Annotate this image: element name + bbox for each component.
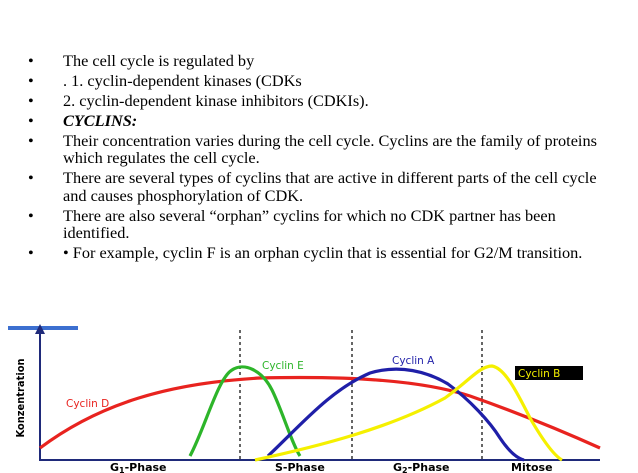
curve-cyclin-e	[188, 365, 302, 457]
bullet-heading-cyclins: CYCLINS:	[63, 111, 138, 130]
phase-label-g1: G1-Phase	[110, 461, 167, 473]
bullet-item: • 2. cyclin-dependent kinase inhibitors …	[28, 91, 618, 110]
label-cyclin-b: Cyclin B	[518, 368, 560, 380]
curve-cyclin-b	[254, 364, 563, 462]
bullet-item: • • For example, cyclin F is an orphan cy…	[28, 243, 618, 263]
bullet-item: • CYCLINS:	[28, 111, 618, 130]
bullet-text: Their concentration varies during the ce…	[63, 131, 597, 168]
bullet-item: • . 1. cyclin-dependent kinases (CDKs	[28, 71, 618, 90]
bullet-dot: •	[28, 168, 34, 188]
cyclin-diagram-svg: Konzentration Cyclin D Cyclin E Cyclin A…	[8, 324, 601, 473]
bullet-dot: •	[28, 91, 34, 110]
curve-cyclin-a	[266, 367, 525, 462]
phase-label-g2: G2-Phase	[393, 461, 450, 473]
bullet-dot: •	[28, 51, 34, 70]
y-axis-arrow-icon	[35, 324, 45, 334]
bullet-text: There are also several “orphan” cyclins …	[63, 205, 556, 243]
bullet-text: . 1. cyclin-dependent kinases (CDKs	[63, 71, 302, 90]
label-cyclin-b-box	[515, 366, 583, 380]
bullet-dot: •	[28, 131, 34, 150]
bullet-text: 2. cyclin-dependent kinase inhibitors (C…	[63, 91, 369, 110]
curve-cyclin-d	[39, 375, 601, 450]
label-cyclin-d: Cyclin D	[66, 398, 109, 410]
accent-bar	[8, 326, 78, 330]
cyclin-concentration-diagram: Konzentration Cyclin D Cyclin E Cyclin A…	[0, 318, 638, 473]
bullet-dot: •	[28, 243, 34, 263]
bullet-list: • The cell cycle is regulated by • . 1. cy…	[28, 52, 618, 264]
bullet-item: • There are several types of cyclins that…	[28, 169, 618, 204]
bullet-item: • There are also several “orphan” cyclin…	[28, 205, 618, 243]
bullet-dot: •	[28, 205, 34, 225]
bullet-text: • For example, cyclin F is an orphan cyc…	[63, 243, 583, 263]
label-cyclin-e: Cyclin E	[262, 360, 304, 372]
bullet-item: • The cell cycle is regulated by	[28, 51, 618, 70]
bullet-dot: •	[28, 71, 34, 90]
bullet-item: • Their concentration varies during the …	[28, 132, 618, 167]
phase-label-s: S-Phase	[275, 461, 325, 473]
phase-label-mitose: Mitose	[511, 461, 553, 473]
label-cyclin-a: Cyclin A	[392, 355, 435, 367]
bullet-dot: •	[28, 111, 34, 130]
bullet-text: The cell cycle is regulated by	[63, 51, 255, 70]
bullet-text: There are several types of cyclins that …	[63, 168, 597, 205]
y-axis-label: Konzentration	[14, 358, 27, 437]
